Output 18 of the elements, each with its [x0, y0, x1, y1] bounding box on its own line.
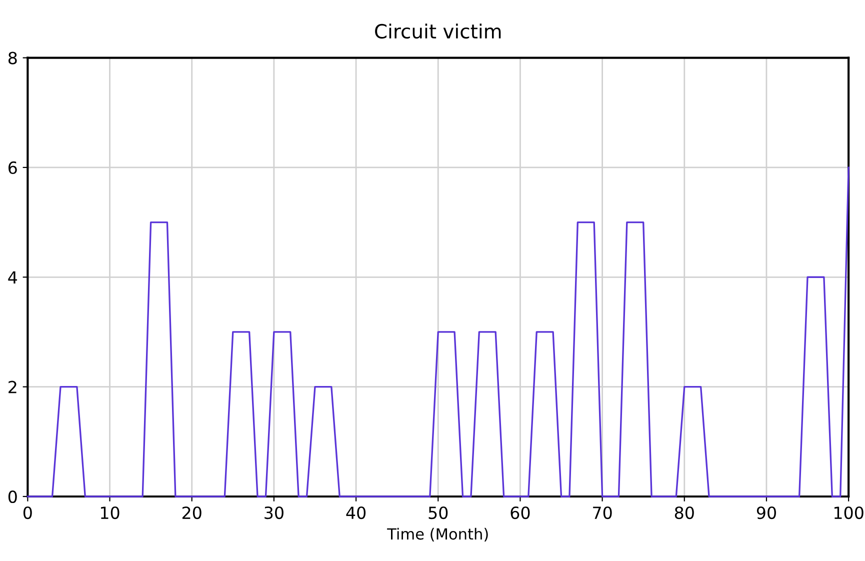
y-tick-label: 8: [8, 52, 17, 64]
y-tick-label: 4: [8, 271, 18, 284]
y-tick-label: 0: [8, 490, 17, 504]
x-tick-label: 20: [182, 506, 202, 520]
x-tick-label: 50: [428, 506, 448, 520]
x-axis-title: Time (Month): [387, 528, 488, 542]
x-tick-label: 100: [834, 506, 864, 520]
y-tick-label: 6: [8, 161, 17, 174]
y-tick-label: 2: [8, 380, 16, 394]
x-tick-label: 40: [346, 506, 366, 520]
chart-title: Circuit victim: [375, 24, 501, 39]
x-tick-label: 80: [674, 506, 694, 520]
x-tick-label: 60: [510, 506, 530, 520]
x-tick-label: 0: [23, 506, 32, 520]
x-tick-label: 90: [756, 506, 776, 520]
x-tick-label: 30: [264, 506, 284, 520]
x-tick-label: 70: [593, 506, 612, 520]
x-tick-label: 10: [100, 506, 120, 520]
